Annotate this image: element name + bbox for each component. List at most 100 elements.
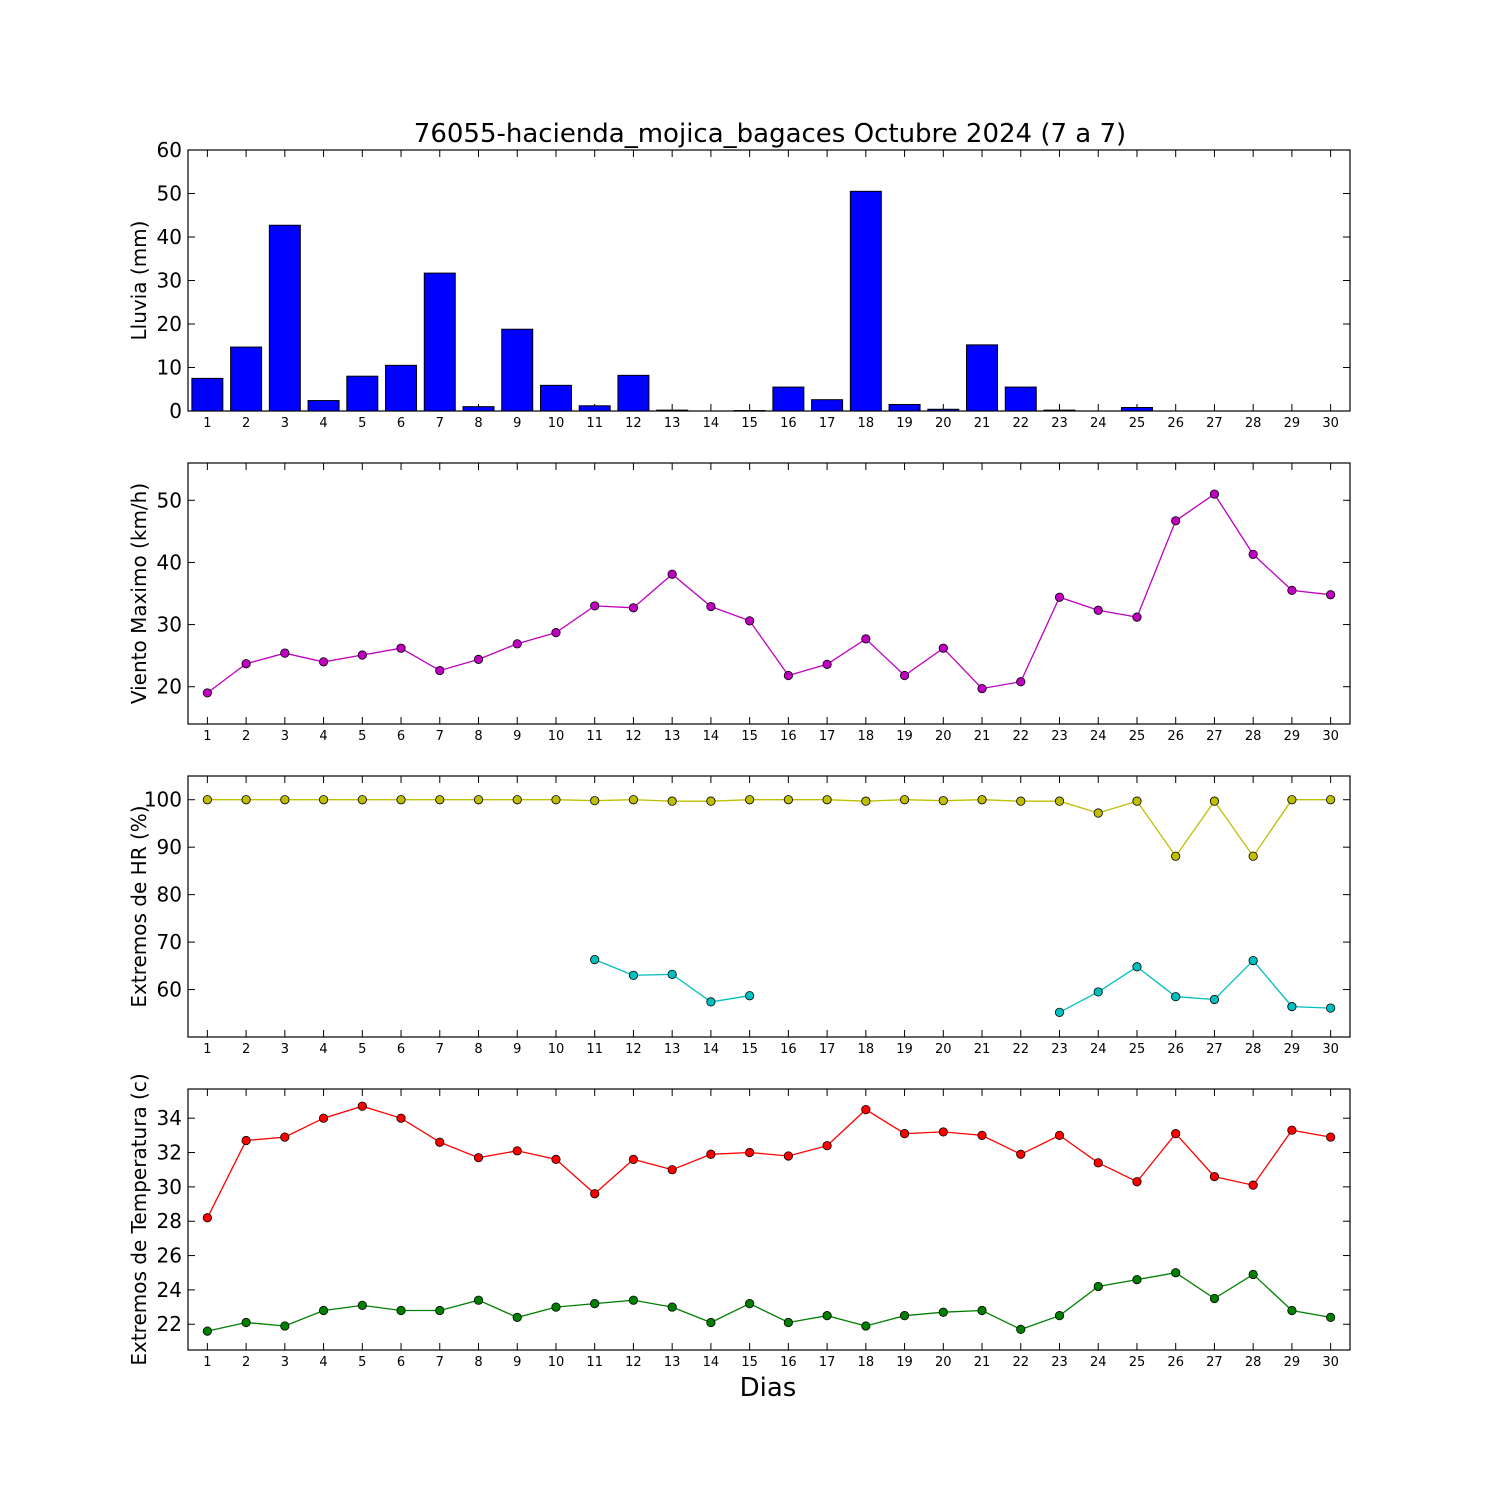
- humidity-series-1-point: [318, 795, 329, 805]
- humidity-series-1-point: [280, 795, 290, 805]
- x-tick-label: 8: [474, 729, 482, 744]
- x-tick-label: 9: [513, 1355, 521, 1370]
- max-wind-series-1-point: [396, 643, 406, 653]
- max-wind-series-1-point: [551, 628, 561, 638]
- x-tick-label: 18: [858, 729, 875, 744]
- x-tick-label: 17: [819, 1042, 836, 1057]
- y-tick-label: 20: [157, 312, 182, 336]
- x-tick-label: 28: [1245, 416, 1262, 431]
- temperature-series-1-line: [206, 1105, 1331, 1219]
- temperature-series-2-point: [1209, 1293, 1220, 1304]
- temperature-series-1-point: [861, 1105, 871, 1115]
- temperature-series-1-point: [318, 1113, 329, 1123]
- rain-bar: [656, 409, 689, 412]
- y-tick-label: 26: [157, 1244, 182, 1268]
- y-tick-label: 22: [157, 1312, 182, 1336]
- temperature-series-2-point: [1093, 1281, 1103, 1292]
- x-tick-label: 16: [780, 1042, 797, 1057]
- y-tick-label: 10: [157, 356, 182, 380]
- temperature-series-1-point: [1326, 1132, 1336, 1142]
- y-tick-label: 60: [157, 138, 182, 162]
- max-wind-series-1-point: [1326, 590, 1336, 600]
- max-wind-series-1-point: [1016, 677, 1026, 687]
- x-tick-label: 9: [513, 416, 521, 431]
- rain-bar: [966, 344, 999, 412]
- x-axis-label: Dias: [740, 1373, 797, 1403]
- x-tick-label: 15: [741, 729, 758, 744]
- x-tick-label: 28: [1245, 1042, 1262, 1057]
- x-tick-label: 27: [1206, 416, 1223, 431]
- temperature-series-2-point: [861, 1321, 871, 1331]
- x-tick-label: 4: [319, 1355, 327, 1370]
- temperature-series-1-point: [551, 1154, 561, 1165]
- max-wind-series-1-point: [435, 665, 445, 676]
- x-tick-label: 23: [1051, 1042, 1068, 1057]
- x-tick-label: 11: [586, 416, 603, 431]
- x-tick-label: 6: [397, 416, 405, 431]
- humidity-series-2-point: [1093, 987, 1103, 997]
- max-wind-series-1-point: [1054, 592, 1065, 602]
- x-tick-label: 25: [1129, 729, 1146, 744]
- x-tick-label: 18: [858, 1355, 875, 1370]
- temperature-y-axis-label: Extremos de Temperatura (c): [127, 1073, 151, 1365]
- rain-bar: [191, 377, 224, 412]
- x-tick-label: 8: [474, 1042, 482, 1057]
- x-tick-label: 24: [1090, 1355, 1107, 1370]
- max-wind-series-1-point: [822, 659, 832, 669]
- temperature-series-1-point: [280, 1132, 290, 1142]
- humidity-series-1-point: [1093, 808, 1103, 818]
- y-tick-label: 60: [157, 978, 182, 1002]
- rain-bar: [811, 399, 844, 412]
- temperature-series-2-point: [202, 1326, 212, 1336]
- x-tick-label: 29: [1284, 1355, 1301, 1370]
- humidity-series-1-point: [1171, 851, 1181, 861]
- y-tick-label: 100: [144, 788, 182, 812]
- chart-title: 76055-hacienda_mojica_bagaces Octubre 20…: [414, 119, 1126, 149]
- temperature-series-2-point: [590, 1299, 600, 1309]
- temperature-series-1-point: [241, 1135, 251, 1146]
- x-tick-label: 23: [1051, 1355, 1068, 1370]
- x-tick-label: 20: [935, 729, 952, 744]
- temperature-series-1-point: [1171, 1129, 1181, 1139]
- x-tick-label: 10: [548, 1355, 565, 1370]
- x-tick-label: 8: [474, 416, 482, 431]
- x-tick-label: 5: [358, 1042, 366, 1057]
- rain-bar: [888, 403, 921, 412]
- x-tick-label: 5: [358, 729, 366, 744]
- rain-bar: [539, 384, 572, 412]
- x-tick-label: 21: [974, 1042, 991, 1057]
- temperature-series-1-point: [1132, 1177, 1142, 1187]
- x-tick-label: 30: [1322, 1355, 1339, 1370]
- x-tick-label: 13: [664, 729, 681, 744]
- humidity-series-1-point: [435, 795, 445, 805]
- temperature-series-1-point: [396, 1113, 406, 1123]
- x-tick-label: 9: [513, 729, 521, 744]
- max-wind-series-1-point: [1287, 585, 1297, 595]
- temperature-series-1-point: [435, 1137, 445, 1147]
- temperature-series-1-point: [745, 1147, 755, 1158]
- max-wind-series-1-point: [667, 569, 677, 579]
- rain-bar: [772, 386, 805, 412]
- temperature-series-2-point: [1132, 1274, 1142, 1285]
- temperature-series-1-point: [512, 1146, 522, 1156]
- x-tick-label: 30: [1322, 1042, 1339, 1057]
- temperature-series-1-point: [473, 1153, 484, 1163]
- humidity-series-1-point: [861, 796, 871, 806]
- humidity-series-2-point: [1326, 1003, 1336, 1013]
- temperature-series-2-point: [1054, 1311, 1065, 1321]
- humidity-series-1-point: [783, 795, 793, 805]
- rain-bar: [501, 328, 534, 412]
- x-tick-label: 21: [974, 416, 991, 431]
- x-tick-label: 26: [1167, 1355, 1184, 1370]
- temperature-series-2-point: [435, 1305, 445, 1316]
- x-tick-label: 29: [1284, 416, 1301, 431]
- x-tick-label: 22: [1012, 416, 1029, 431]
- x-tick-label: 11: [586, 1355, 603, 1370]
- humidity-series-2-point: [1054, 1007, 1065, 1017]
- x-tick-label: 1: [203, 1042, 211, 1057]
- x-tick-label: 12: [625, 1042, 642, 1057]
- humidity-series-1-point: [512, 795, 522, 805]
- temperature-series-1-point: [1287, 1125, 1297, 1135]
- temperature-series-1-point: [357, 1101, 367, 1111]
